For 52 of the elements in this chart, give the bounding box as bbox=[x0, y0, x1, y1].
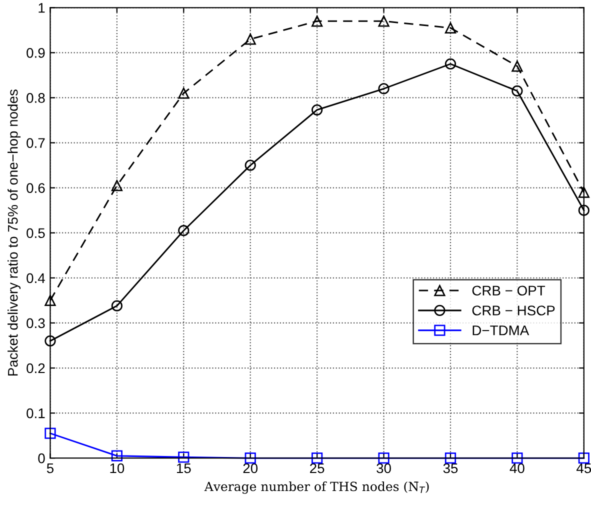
point bbox=[578, 186, 590, 198]
y-tick-label: 0 bbox=[38, 453, 45, 464]
point bbox=[111, 300, 122, 312]
point bbox=[111, 180, 122, 192]
point bbox=[444, 452, 456, 464]
y-tick-label: 0.3 bbox=[26, 318, 45, 328]
y-tick-label: 1 bbox=[38, 3, 45, 13]
point bbox=[512, 60, 523, 72]
point bbox=[178, 225, 190, 236]
y-tick-label: 0.7 bbox=[26, 138, 45, 148]
x-tick-label: 30 bbox=[376, 463, 391, 474]
y-tick-label: 0.9 bbox=[26, 48, 45, 58]
point bbox=[578, 452, 590, 464]
point bbox=[178, 452, 190, 463]
y-axis-title: Packet delivery ratio to 75% of one−hop nodes bbox=[8, 90, 21, 376]
x-tick-label: 5 bbox=[46, 463, 54, 474]
point bbox=[111, 450, 122, 462]
legend-label: CRB − HSCP bbox=[472, 306, 555, 316]
y-tick-label: 0.5 bbox=[26, 228, 45, 238]
y-tick-label: 0.8 bbox=[26, 93, 45, 103]
x-tick-label: 35 bbox=[443, 463, 458, 474]
y-tick-label: 0.1 bbox=[26, 408, 45, 418]
point bbox=[578, 204, 590, 216]
point bbox=[378, 16, 390, 27]
point bbox=[44, 335, 56, 347]
point bbox=[244, 160, 256, 171]
point bbox=[444, 22, 456, 34]
point bbox=[244, 452, 256, 464]
y-tick-label: 0.4 bbox=[26, 273, 45, 284]
point bbox=[512, 85, 523, 97]
x-tick-label: 15 bbox=[176, 463, 191, 474]
x-tick-label: 45 bbox=[576, 463, 591, 474]
point bbox=[512, 452, 523, 464]
point bbox=[44, 294, 56, 306]
y-tick-label: 0.2 bbox=[26, 363, 45, 374]
point bbox=[312, 104, 323, 116]
x-tick-label: 40 bbox=[510, 463, 524, 474]
point bbox=[244, 34, 256, 45]
x-axis-title: Average number of THS nodes (N̄$_{T}$) bbox=[204, 481, 429, 494]
x-tick-label: 25 bbox=[310, 463, 324, 474]
point bbox=[178, 88, 190, 99]
point bbox=[44, 428, 56, 439]
point bbox=[312, 16, 323, 27]
y-tick-label: 0.6 bbox=[26, 183, 45, 193]
point bbox=[378, 452, 390, 464]
point bbox=[378, 83, 390, 94]
point bbox=[312, 452, 323, 464]
point bbox=[444, 58, 456, 70]
legend-label: D−TDMA bbox=[472, 326, 530, 336]
x-tick-label: 10 bbox=[110, 463, 124, 474]
legend-label: CRB − OPT bbox=[472, 286, 546, 296]
x-tick-label: 20 bbox=[243, 463, 258, 474]
